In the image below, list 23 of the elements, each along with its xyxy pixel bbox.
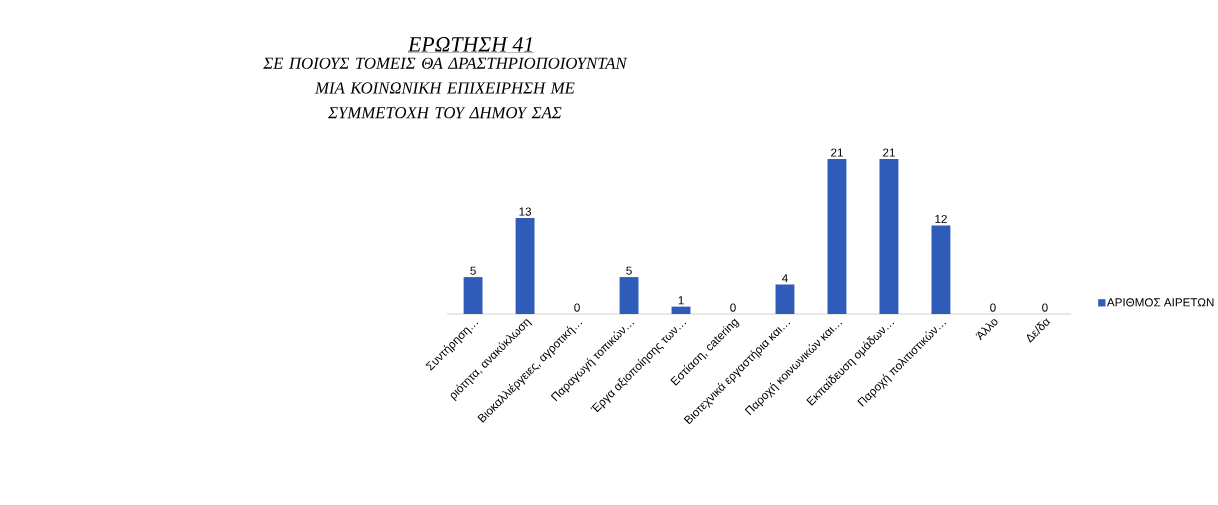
bar xyxy=(515,218,535,315)
chart-subtitle: ΣΕ ΠΟΙΟΥΣ ΤΟΜΕΙΣ ΘΑ ΔΡΑΣΤΗΡΙΟΠΟΙΟΥΝΤΑΝ ΜΙΑ ΚΟΙΝΩΝΙΚΗ ΕΠΙΧΕΙΡΗΣΗ ΜΕ ΣΥΜΜΕΤΟΧΗ ΤΟΥ ΔΗΜΟΥ ΣΑΣ xyxy=(263,57,628,119)
bar xyxy=(671,306,691,315)
data-label: 5 xyxy=(626,266,632,275)
data-label: 0 xyxy=(990,303,996,312)
data-label: 5 xyxy=(470,266,476,275)
data-label: 21 xyxy=(831,148,843,157)
data-label: 1 xyxy=(678,296,684,305)
data-label: 12 xyxy=(935,215,947,224)
bar xyxy=(879,159,899,315)
data-label: 0 xyxy=(1042,303,1048,312)
data-label: 21 xyxy=(883,148,895,157)
data-label: 13 xyxy=(519,207,532,216)
bar xyxy=(619,277,639,315)
bar xyxy=(827,159,847,315)
data-label: 4 xyxy=(782,274,788,283)
data-label: 0 xyxy=(574,303,580,312)
bar xyxy=(931,225,951,315)
bar xyxy=(775,284,795,315)
bar xyxy=(463,277,483,315)
chart-title: ΕΡΩΤΗΣΗ 41 xyxy=(407,37,532,52)
data-label: 0 xyxy=(730,303,736,312)
legend-label: ΑΡΙΘΜΟΣ ΑΙΡΕΤΩΝ xyxy=(1106,298,1214,307)
